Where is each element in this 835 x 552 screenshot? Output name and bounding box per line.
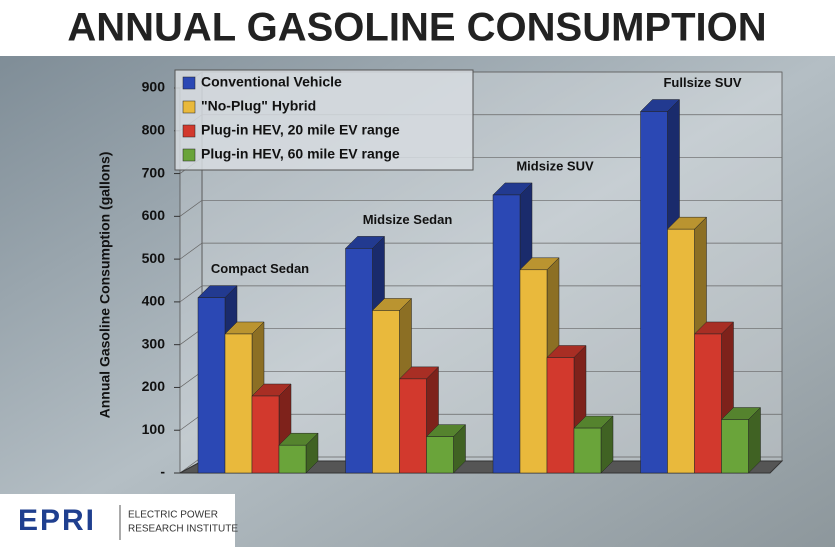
legend-label: "No-Plug" Hybrid <box>201 98 316 114</box>
logo-text: RESEARCH INSTITUTE <box>128 524 238 535</box>
bar <box>520 270 547 473</box>
y-tick-label: 300 <box>142 335 166 351</box>
bar <box>373 310 400 473</box>
bar <box>400 379 427 473</box>
bar <box>346 248 373 473</box>
y-tick-label: 500 <box>142 250 166 266</box>
bar <box>722 420 749 473</box>
bar <box>641 112 668 473</box>
bar <box>574 428 601 473</box>
y-tick-label: 900 <box>142 79 166 95</box>
category-label: Compact Sedan <box>211 261 309 276</box>
logo-text: ELECTRIC POWER <box>128 510 218 521</box>
category-label: Fullsize SUV <box>663 75 741 90</box>
y-tick-label: - <box>160 464 165 480</box>
category-label: Midsize SUV <box>516 158 594 173</box>
y-tick-label: 400 <box>142 293 166 309</box>
bar <box>225 334 252 473</box>
legend-label: Plug-in HEV, 60 mile EV range <box>201 146 400 162</box>
bar <box>695 334 722 473</box>
category-label: Midsize Sedan <box>363 212 453 227</box>
legend-swatch <box>183 149 195 161</box>
legend-swatch <box>183 77 195 89</box>
legend-swatch <box>183 101 195 113</box>
legend-label: Plug-in HEV, 20 mile EV range <box>201 122 400 138</box>
y-tick-label: 100 <box>142 421 166 437</box>
bar <box>427 437 454 473</box>
bar <box>493 195 520 473</box>
bar <box>547 358 574 474</box>
logo-mark: EPRI <box>18 504 96 537</box>
y-tick-label: 600 <box>142 207 166 223</box>
chart: ANNUAL GASOLINE CONSUMPTION Annual Gasol… <box>0 0 835 547</box>
bar <box>279 445 306 473</box>
legend-swatch <box>183 125 195 137</box>
bar <box>198 298 225 473</box>
y-tick-label: 200 <box>142 378 166 394</box>
y-tick-label: 700 <box>142 164 166 180</box>
legend-label: Conventional Vehicle <box>201 74 342 90</box>
y-axis-title: Annual Gasoline Consumption (gallons) <box>97 152 113 419</box>
bar <box>668 229 695 473</box>
bar <box>252 396 279 473</box>
chart-title: ANNUAL GASOLINE CONSUMPTION <box>67 6 766 50</box>
y-tick-label: 800 <box>142 121 166 137</box>
